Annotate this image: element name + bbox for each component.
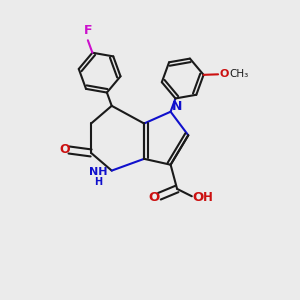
- Text: O: O: [220, 69, 229, 79]
- Text: H: H: [94, 177, 103, 187]
- Text: O: O: [59, 143, 70, 157]
- Text: CH₃: CH₃: [229, 69, 248, 79]
- Text: NH: NH: [89, 167, 108, 177]
- Text: O: O: [192, 191, 204, 204]
- Text: N: N: [172, 100, 182, 113]
- Text: H: H: [203, 191, 213, 204]
- Text: F: F: [84, 24, 92, 37]
- Text: O: O: [148, 191, 160, 204]
